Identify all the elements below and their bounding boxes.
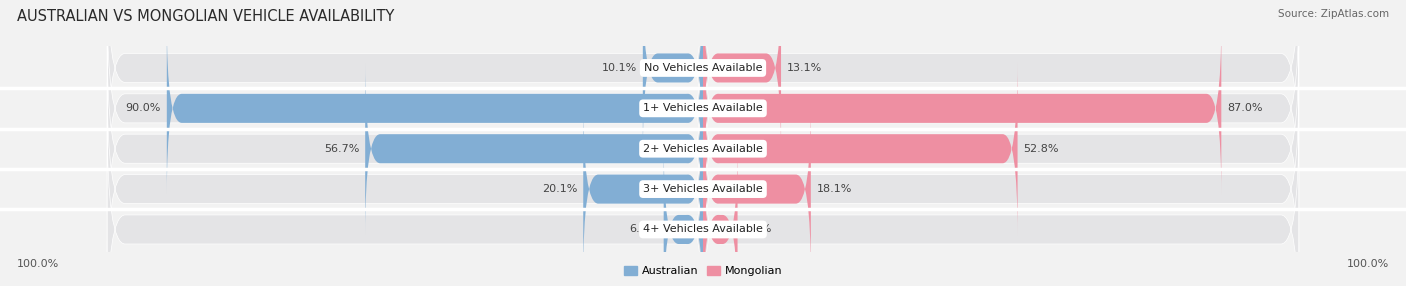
- Text: 18.1%: 18.1%: [817, 184, 852, 194]
- Text: 6.6%: 6.6%: [630, 225, 658, 235]
- FancyBboxPatch shape: [703, 22, 1222, 195]
- Text: 1+ Vehicles Available: 1+ Vehicles Available: [643, 103, 763, 113]
- FancyBboxPatch shape: [703, 2, 1299, 215]
- FancyBboxPatch shape: [643, 0, 703, 154]
- FancyBboxPatch shape: [703, 82, 1299, 286]
- FancyBboxPatch shape: [107, 123, 703, 286]
- Text: 100.0%: 100.0%: [17, 259, 59, 269]
- Text: 52.8%: 52.8%: [1024, 144, 1059, 154]
- FancyBboxPatch shape: [107, 2, 703, 215]
- Text: No Vehicles Available: No Vehicles Available: [644, 63, 762, 73]
- FancyBboxPatch shape: [703, 62, 1018, 235]
- Text: 90.0%: 90.0%: [125, 103, 160, 113]
- Text: 5.8%: 5.8%: [744, 225, 772, 235]
- FancyBboxPatch shape: [703, 123, 1299, 286]
- FancyBboxPatch shape: [703, 143, 738, 286]
- Text: 13.1%: 13.1%: [787, 63, 823, 73]
- Legend: Australian, Mongolian: Australian, Mongolian: [619, 261, 787, 281]
- FancyBboxPatch shape: [664, 143, 703, 286]
- FancyBboxPatch shape: [703, 0, 782, 154]
- Text: 56.7%: 56.7%: [323, 144, 360, 154]
- FancyBboxPatch shape: [583, 103, 703, 275]
- Text: 100.0%: 100.0%: [1347, 259, 1389, 269]
- Text: 87.0%: 87.0%: [1227, 103, 1263, 113]
- FancyBboxPatch shape: [703, 42, 1299, 255]
- Text: 20.1%: 20.1%: [541, 184, 578, 194]
- FancyBboxPatch shape: [107, 0, 703, 174]
- FancyBboxPatch shape: [703, 0, 1299, 174]
- Text: Source: ZipAtlas.com: Source: ZipAtlas.com: [1278, 9, 1389, 19]
- FancyBboxPatch shape: [107, 42, 703, 255]
- FancyBboxPatch shape: [107, 82, 703, 286]
- Text: 4+ Vehicles Available: 4+ Vehicles Available: [643, 225, 763, 235]
- Text: 10.1%: 10.1%: [602, 63, 637, 73]
- Text: AUSTRALIAN VS MONGOLIAN VEHICLE AVAILABILITY: AUSTRALIAN VS MONGOLIAN VEHICLE AVAILABI…: [17, 9, 394, 23]
- Text: 2+ Vehicles Available: 2+ Vehicles Available: [643, 144, 763, 154]
- FancyBboxPatch shape: [366, 62, 703, 235]
- Text: 3+ Vehicles Available: 3+ Vehicles Available: [643, 184, 763, 194]
- FancyBboxPatch shape: [167, 22, 703, 195]
- FancyBboxPatch shape: [703, 103, 811, 275]
